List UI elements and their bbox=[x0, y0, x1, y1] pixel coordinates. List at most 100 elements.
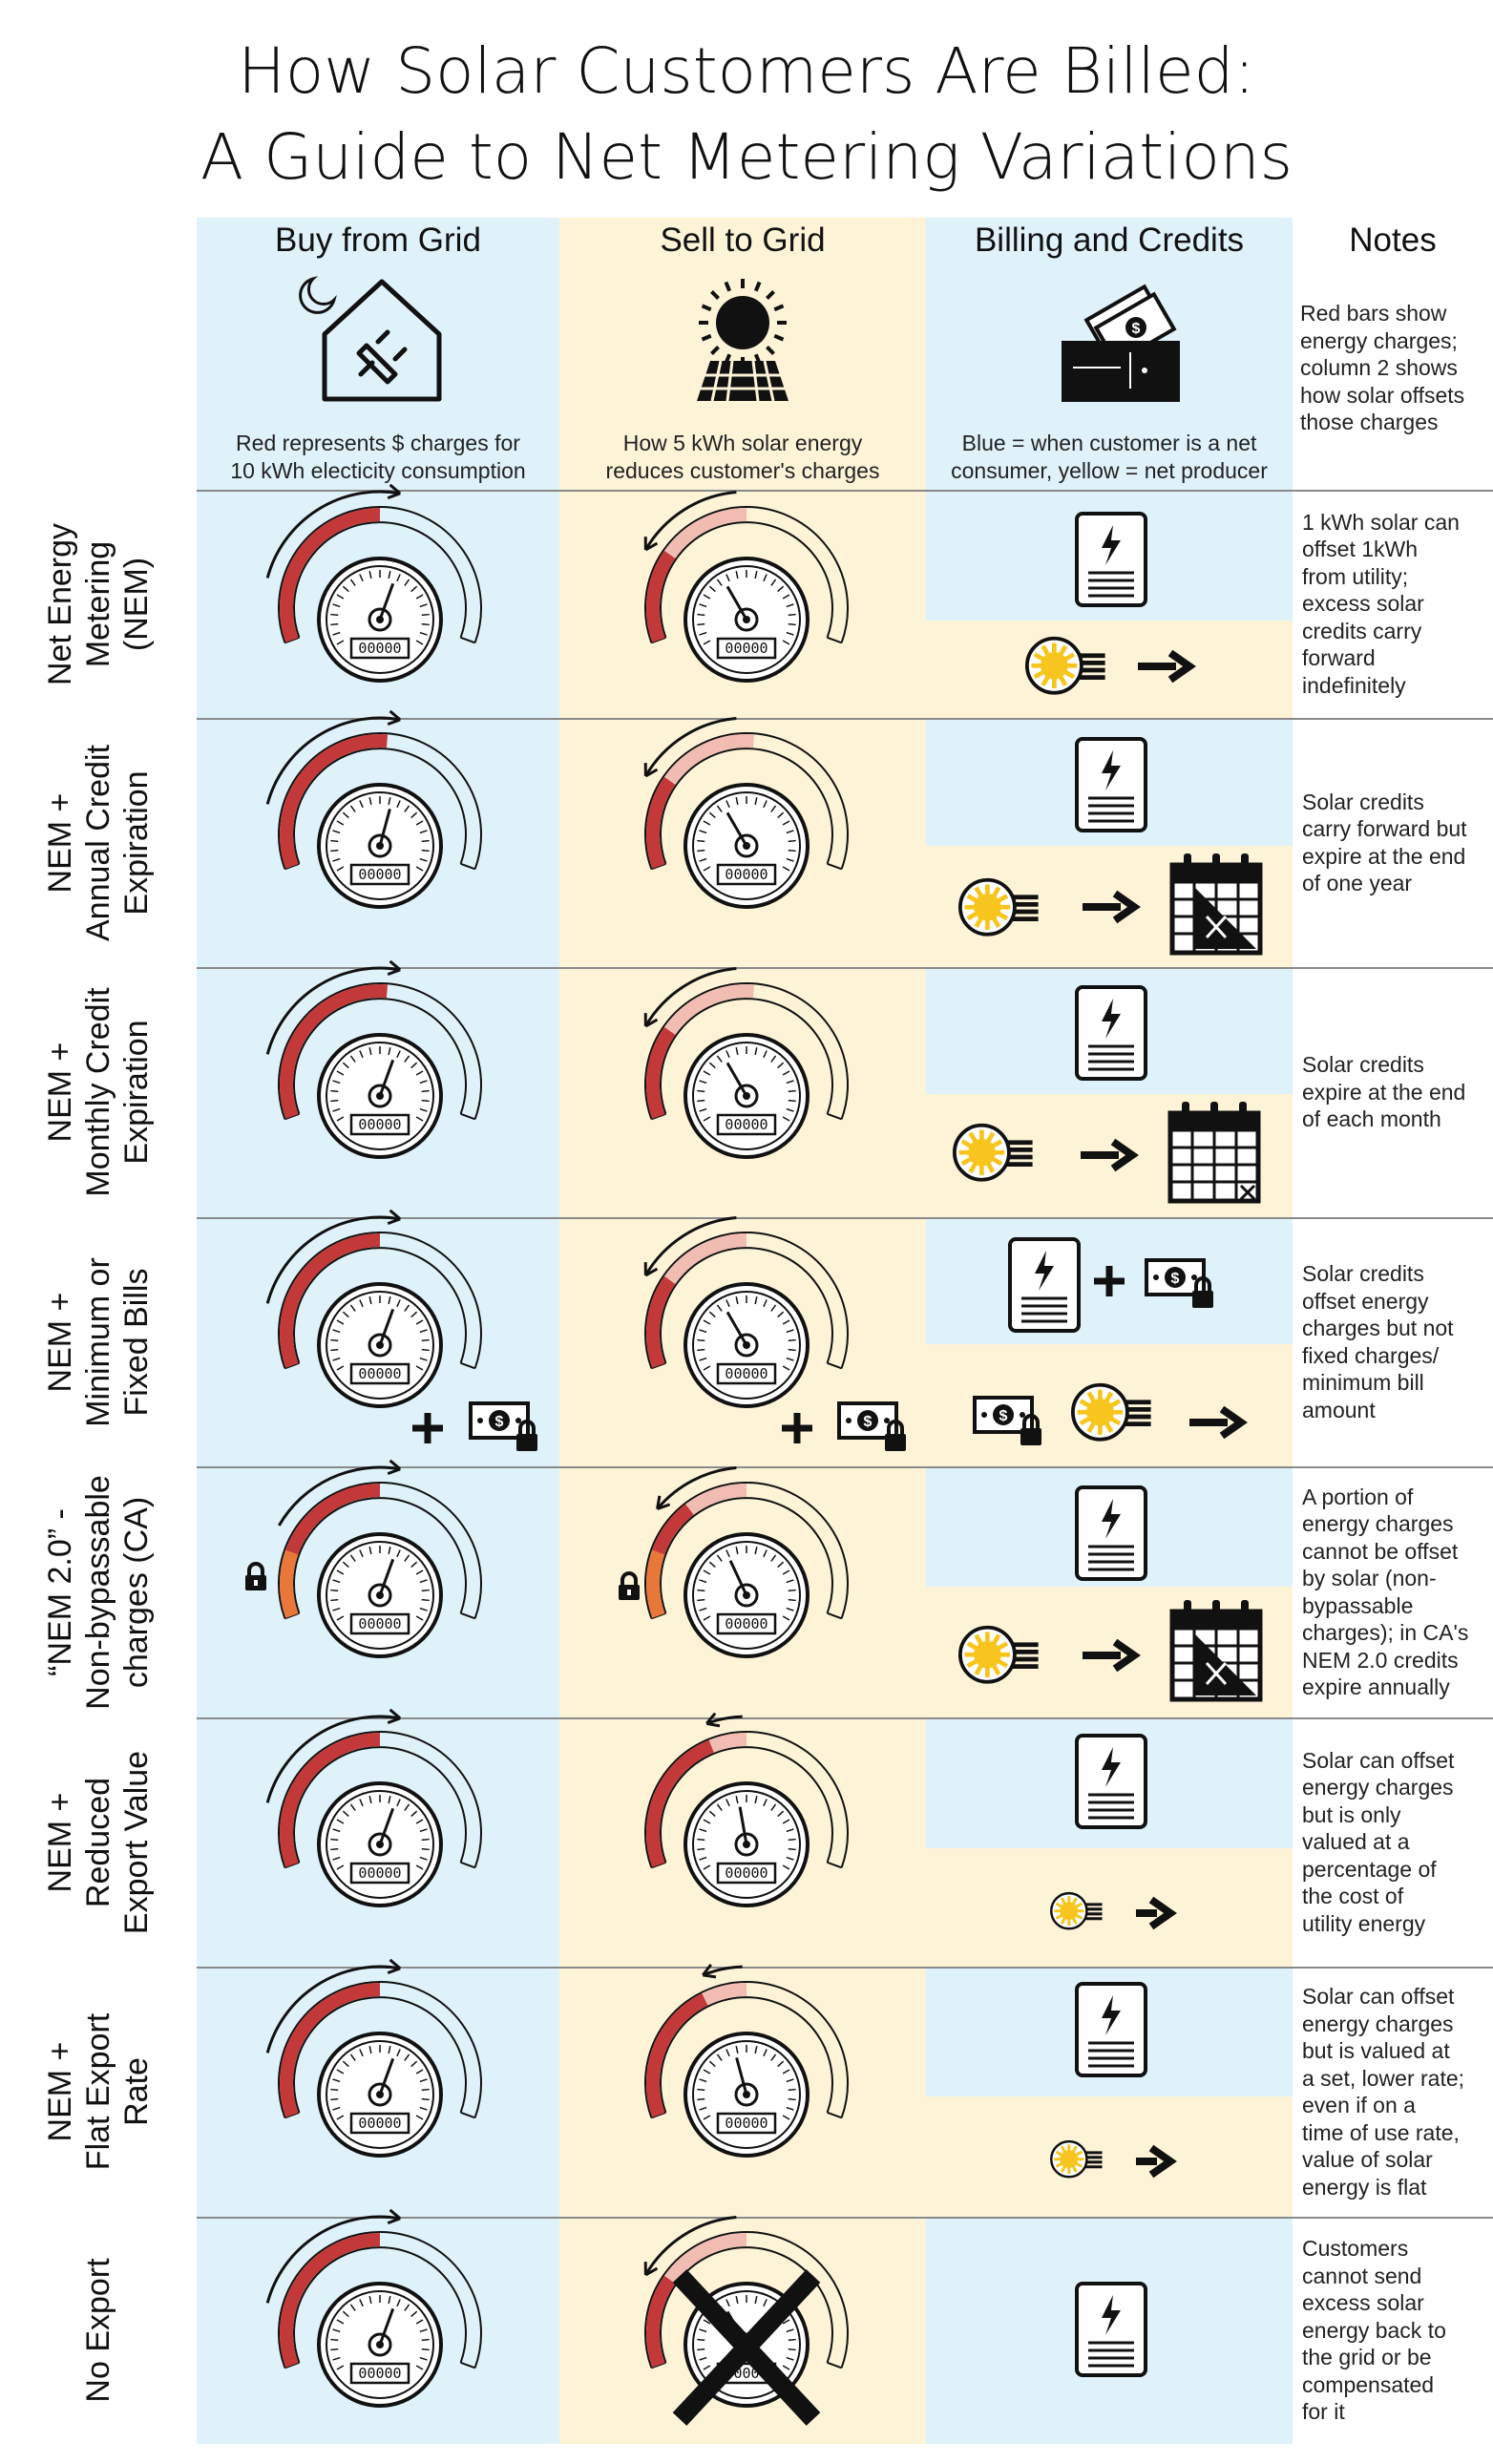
forward-arrow-icon bbox=[1083, 1638, 1141, 1673]
solar-credit-icon bbox=[958, 1625, 1039, 1684]
buy-meter-gauge: 00000 bbox=[265, 709, 482, 909]
row-label: NEM + Flat Export Rate bbox=[41, 1958, 156, 2225]
meter-counter: 00000 bbox=[358, 1116, 401, 1133]
fixed-charge-icon: $ bbox=[973, 1396, 1041, 1445]
row-label: NEM + Annual Credit Expiration bbox=[41, 709, 156, 977]
buy-meter-gauge: 00000 bbox=[265, 483, 482, 683]
energy-bill-icon bbox=[1075, 1734, 1147, 1829]
svg-text:$: $ bbox=[1171, 1271, 1180, 1287]
row-note: the grid or be bbox=[1302, 2345, 1432, 2370]
row-label-line: Non-bypassable bbox=[80, 1474, 116, 1710]
forward-arrow-icon bbox=[1083, 890, 1141, 924]
row-label: Net Energy Metering (NEM) bbox=[41, 471, 156, 738]
row-note: Customers bbox=[1302, 2236, 1409, 2262]
buy-meter-gauge: 00000 bbox=[265, 2208, 482, 2408]
energy-bill-icon bbox=[1075, 985, 1147, 1081]
svg-text:$: $ bbox=[864, 1414, 873, 1430]
forward-arrow-icon bbox=[1081, 1138, 1139, 1172]
row-label: “NEM 2.0” - Non-bypassable charges (CA) bbox=[41, 1459, 156, 1726]
row-note: Solar credits bbox=[1302, 1261, 1424, 1286]
sell-meter-gauge: 00000 bbox=[643, 1216, 849, 1408]
row-label-line: NEM + bbox=[42, 1042, 78, 1143]
row-label-line: Reduced bbox=[80, 1777, 116, 1907]
row-label-line: (NEM) bbox=[118, 557, 155, 651]
buy-meter-gauge: 00000 bbox=[265, 959, 482, 1159]
sun-solar-panel-icon bbox=[697, 279, 789, 402]
sell-meter-gauge: 00000 bbox=[643, 717, 849, 909]
row-note: excess solar bbox=[1302, 2290, 1424, 2316]
meter-counter: 00000 bbox=[725, 1116, 768, 1133]
row-note: value of solar bbox=[1302, 2147, 1433, 2172]
meter-counter: 00000 bbox=[725, 640, 768, 657]
row-note: charges but not bbox=[1302, 1316, 1454, 1340]
row-note: expire at the end bbox=[1302, 1079, 1466, 1105]
row-divider bbox=[197, 967, 1493, 969]
row-label-line: charges (CA) bbox=[118, 1496, 155, 1688]
forward-arrow-icon bbox=[1136, 1896, 1177, 1930]
meter-counter: 00000 bbox=[358, 1365, 401, 1382]
meter-counter: 00000 bbox=[725, 1864, 768, 1882]
net-producer-band bbox=[926, 621, 1293, 718]
net-producer-band bbox=[926, 1848, 1293, 1967]
energy-bill-icon bbox=[1075, 737, 1147, 832]
row-label-line: Flat Export bbox=[80, 2012, 116, 2171]
row-note: cannot send bbox=[1302, 2263, 1422, 2288]
page-title: How Solar Customers Are Billed: A Guide … bbox=[0, 29, 1493, 200]
row-label-line: NEM + bbox=[42, 792, 78, 893]
solar-credit-icon bbox=[1071, 1382, 1151, 1442]
svg-text:$: $ bbox=[1132, 321, 1141, 337]
row-note: indefinitely bbox=[1302, 672, 1406, 698]
row-note: expire at the end bbox=[1302, 843, 1466, 869]
column-header: Buy from Grid bbox=[275, 221, 481, 259]
column-subtitle: 10 kWh electicity consumption bbox=[230, 458, 526, 483]
notes-header-text: those charges bbox=[1300, 410, 1439, 434]
notes-header-text: energy charges; bbox=[1300, 327, 1458, 353]
sell-meter-gauge: 00000 bbox=[643, 2216, 849, 2426]
buy-meter-gauge: 00000 bbox=[265, 1209, 482, 1408]
row-label-line: Metering bbox=[80, 540, 116, 667]
fixed-charge-icon: $ bbox=[1145, 1258, 1213, 1308]
energy-bill-icon bbox=[1075, 512, 1147, 607]
row-note: utility energy bbox=[1302, 1910, 1426, 1936]
row-note: bypassable bbox=[1302, 1592, 1414, 1618]
meter-counter: 00000 bbox=[358, 640, 401, 657]
calendar-icon bbox=[1169, 853, 1263, 956]
fixed-charge-icon: $ bbox=[469, 1401, 537, 1451]
row-note: offset energy bbox=[1302, 1288, 1429, 1314]
row-label-line: Annual Credit bbox=[80, 744, 116, 941]
row-label-line: No Export bbox=[80, 2258, 116, 2403]
plus-icon bbox=[782, 1413, 812, 1443]
row-note: a set, lower rate; bbox=[1302, 2065, 1465, 2091]
row-label-line: Monthly Credit bbox=[80, 987, 116, 1197]
row-note: charges); in CA's bbox=[1302, 1620, 1469, 1645]
meter-counter: 00000 bbox=[358, 1615, 401, 1632]
solar-credit-icon bbox=[958, 877, 1039, 937]
svg-text:$: $ bbox=[495, 1414, 504, 1430]
row-note: energy charges bbox=[1302, 1775, 1454, 1801]
row-note: carry forward but bbox=[1302, 816, 1467, 841]
row-note: time of use rate, bbox=[1302, 2119, 1460, 2145]
row-note: of each month bbox=[1302, 1106, 1441, 1132]
row-label: No Export bbox=[79, 2197, 117, 2464]
meter-counter: 00000 bbox=[725, 1365, 768, 1382]
energy-bill-icon bbox=[1008, 1237, 1081, 1333]
meter-counter: 00000 bbox=[358, 2365, 401, 2382]
plus-icon bbox=[1094, 1266, 1125, 1296]
row-label: NEM + Minimum or Fixed Bills bbox=[41, 1209, 156, 1476]
forward-arrow-icon bbox=[1138, 649, 1196, 684]
svg-text:$: $ bbox=[999, 1408, 1008, 1424]
row-note: but is valued at bbox=[1302, 2038, 1450, 2063]
notes-header-text: column 2 shows bbox=[1300, 355, 1458, 380]
solar-credit-icon bbox=[1050, 1891, 1103, 1930]
solar-credit-icon bbox=[1050, 2139, 1103, 2179]
row-note: Solar can offset bbox=[1302, 1747, 1455, 1773]
row-note: A portion of bbox=[1302, 1484, 1414, 1509]
row-divider bbox=[197, 2217, 1493, 2219]
wallet-money-icon: $ bbox=[1062, 284, 1180, 402]
row-note: valued at a bbox=[1302, 1829, 1410, 1855]
row-label-line: Net Energy bbox=[42, 522, 78, 685]
column-subtitle: reduces customer's charges bbox=[605, 458, 880, 483]
sell-meter-gauge: 00000 bbox=[644, 1963, 849, 2158]
notes-header-text: how solar offsets bbox=[1300, 382, 1465, 408]
row-note: energy charges bbox=[1302, 1511, 1454, 1536]
